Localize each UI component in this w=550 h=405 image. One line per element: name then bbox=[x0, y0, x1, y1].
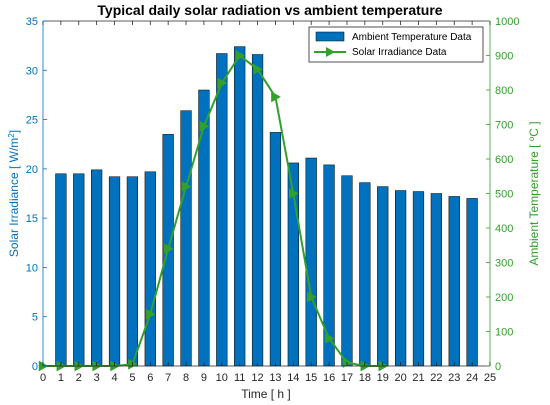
bar-5 bbox=[126, 176, 139, 367]
bar-20 bbox=[394, 190, 407, 367]
y-right-tick-label: 200 bbox=[495, 292, 513, 304]
bar-1 bbox=[55, 173, 67, 367]
y-right-tick-label: 700 bbox=[495, 120, 513, 132]
y-right-tick-label: 500 bbox=[495, 189, 513, 201]
legend: Ambient Temperature Data Solar Irradianc… bbox=[308, 26, 484, 63]
x-tick-label: 10 bbox=[216, 372, 228, 384]
legend-swatch-bar bbox=[315, 31, 345, 42]
bar-18 bbox=[359, 182, 371, 367]
y-right-tick-label: 300 bbox=[495, 258, 513, 270]
legend-label-irradiance: Solar Irradiance Data bbox=[352, 47, 447, 58]
bar-4 bbox=[108, 176, 121, 367]
irradiance-marker-8 bbox=[181, 181, 192, 193]
x-tick-label: 4 bbox=[111, 372, 117, 384]
y-axis-right-label-superscript: o bbox=[527, 136, 536, 141]
x-tick-label: 12 bbox=[251, 372, 263, 384]
x-axis-label: Time [ h ] bbox=[241, 387, 291, 401]
y-axis-left-ticks: 0 5 10 15 20 25 30 35 bbox=[26, 16, 47, 373]
y-left-tick-label: 0 bbox=[32, 361, 38, 373]
bar-22 bbox=[430, 193, 442, 367]
irradiance-marker-15 bbox=[306, 291, 317, 303]
x-tick-label: 9 bbox=[201, 372, 207, 384]
bar-12 bbox=[251, 54, 264, 367]
bar-21 bbox=[412, 191, 425, 367]
x-tick-label: 22 bbox=[430, 372, 442, 384]
x-tick-label: 14 bbox=[287, 372, 299, 384]
y-axis-right-label-main: Ambient Temperature [ bbox=[527, 141, 541, 266]
x-tick-label: 15 bbox=[305, 372, 317, 384]
bar-3 bbox=[91, 169, 103, 367]
x-tick-label: 20 bbox=[394, 372, 406, 384]
bar-11 bbox=[234, 46, 246, 367]
y-left-tick-label: 20 bbox=[26, 164, 38, 176]
irradiance-marker-7 bbox=[163, 243, 174, 255]
x-tick-label: 8 bbox=[183, 372, 189, 384]
y-axis-right-label: Ambient Temperature [ oC ] bbox=[527, 121, 542, 265]
y-right-tick-label: 1000 bbox=[495, 16, 519, 28]
x-tick-label: 23 bbox=[448, 372, 460, 384]
x-tick-label: 6 bbox=[147, 372, 153, 384]
bar-19 bbox=[377, 186, 389, 367]
y-right-tick-label: 900 bbox=[495, 51, 513, 63]
y-axis-left-label-main: Solar Irradiance [ W/m bbox=[7, 138, 21, 257]
x-tick-label: 5 bbox=[129, 372, 135, 384]
y-axis-left-label-superscript: 2 bbox=[7, 133, 16, 138]
legend-swatch-marker bbox=[326, 47, 335, 57]
x-tick-label: 0 bbox=[40, 372, 46, 384]
y-right-tick-label: 0 bbox=[495, 361, 501, 373]
bar-15 bbox=[305, 157, 317, 367]
y-axis-left-label: Solar Irradiance [ W/m2] bbox=[7, 130, 22, 257]
legend-label-temperature: Ambient Temperature Data bbox=[352, 32, 472, 43]
irradiance-marker-11 bbox=[235, 50, 246, 61]
y-right-tick-label: 400 bbox=[495, 223, 513, 235]
y-right-tick-label: 100 bbox=[495, 327, 513, 339]
bar-17 bbox=[341, 175, 353, 367]
bar-2 bbox=[73, 173, 85, 367]
x-tick-label: 21 bbox=[412, 372, 424, 384]
x-tick-label: 24 bbox=[466, 372, 478, 384]
y-left-tick-label: 30 bbox=[26, 65, 38, 77]
chart-title: Typical daily solar radiation vs ambient… bbox=[97, 2, 442, 18]
x-tick-label: 19 bbox=[377, 372, 389, 384]
x-tick-label: 1 bbox=[58, 372, 64, 384]
bar-10 bbox=[216, 53, 228, 367]
x-tick-label: 13 bbox=[269, 372, 281, 384]
x-tick-label: 17 bbox=[341, 372, 353, 384]
bar-9 bbox=[198, 89, 210, 367]
y-right-tick-label: 600 bbox=[495, 154, 513, 166]
bar-8 bbox=[180, 110, 192, 367]
irradiance-marker-5 bbox=[128, 358, 138, 370]
bar-6 bbox=[144, 171, 156, 367]
x-tick-label: 25 bbox=[484, 372, 496, 384]
bar-13 bbox=[269, 132, 282, 367]
y-axis-right-label-end: C ] bbox=[527, 121, 541, 136]
y-axis-right-ticks: 0 100 200 300 400 500 600 700 800 900 1000 bbox=[486, 16, 519, 373]
x-tick-label: 11 bbox=[234, 372, 245, 384]
irradiance-marker-17 bbox=[342, 357, 353, 368]
x-tick-label: 7 bbox=[165, 372, 171, 384]
bar-23 bbox=[448, 196, 460, 367]
irradiance-marker-14 bbox=[289, 188, 299, 199]
irradiance-marker-9 bbox=[199, 120, 210, 132]
y-left-tick-label: 15 bbox=[26, 213, 38, 225]
x-tick-label: 16 bbox=[323, 372, 335, 384]
irradiance-marker-6 bbox=[146, 308, 156, 320]
x-tick-label: 18 bbox=[359, 372, 371, 384]
bar-series bbox=[55, 46, 478, 367]
irradiance-marker-13 bbox=[271, 91, 281, 103]
x-tick-label: 3 bbox=[94, 372, 100, 384]
y-left-tick-label: 10 bbox=[26, 262, 38, 274]
irradiance-marker-16 bbox=[324, 332, 335, 344]
x-tick-label: 2 bbox=[76, 372, 82, 384]
y-left-tick-label: 25 bbox=[26, 115, 38, 127]
y-left-tick-label: 35 bbox=[26, 16, 38, 28]
irradiance-marker-12 bbox=[253, 63, 264, 75]
y-right-tick-label: 800 bbox=[495, 85, 513, 97]
x-axis-ticks: 0 1 2 3 4 5 6 7 8 9 10 11 12 13 14 15 16 17 18 19 20 21 22 23 24… bbox=[40, 21, 496, 384]
irradiance-marker-10 bbox=[217, 77, 228, 89]
bar-24 bbox=[466, 198, 478, 367]
y-axis-left-label-end: ] bbox=[7, 130, 21, 133]
y-left-tick-label: 5 bbox=[32, 312, 38, 324]
